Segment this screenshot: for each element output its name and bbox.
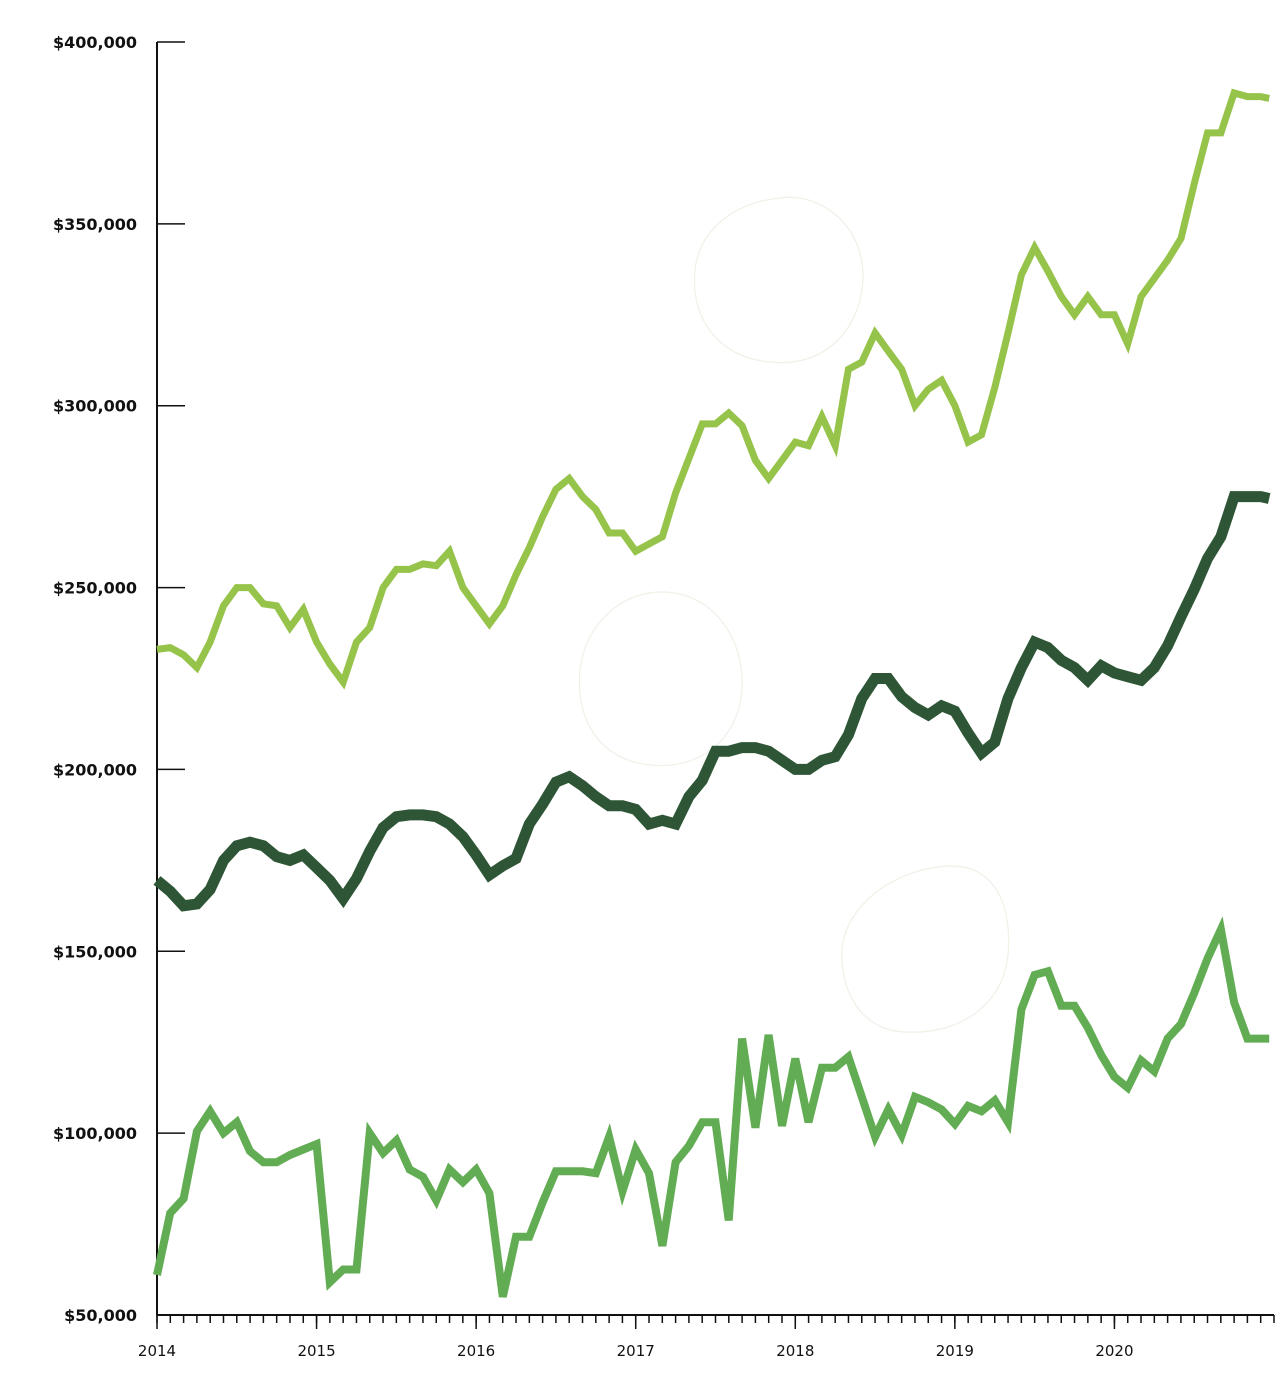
- decorative-blob: [842, 866, 1009, 1032]
- x-tick-label: 2015: [297, 1342, 335, 1360]
- decorative-blob: [694, 197, 863, 362]
- y-tick-label: $350,000: [53, 215, 137, 234]
- x-axis: 2014 2015 2016 2017 2018 2019 2020: [138, 1315, 1274, 1360]
- y-tick-label: $400,000: [53, 33, 137, 52]
- series-line-3: [157, 930, 1269, 1297]
- decorative-blob: [579, 592, 742, 766]
- y-tick-label: $200,000: [53, 760, 137, 779]
- y-axis: $50,000 $100,000 $150,000 $200,000 $250,000 $…: [53, 33, 185, 1325]
- x-tick-label: 2020: [1095, 1342, 1133, 1360]
- x-tick-label: 2019: [936, 1342, 974, 1360]
- x-tick-label: 2016: [457, 1342, 495, 1360]
- x-tick-label: 2018: [776, 1342, 814, 1360]
- y-tick-label: $100,000: [53, 1124, 137, 1143]
- y-tick-label: $250,000: [53, 579, 137, 598]
- x-tick-label: 2014: [138, 1342, 176, 1360]
- x-tick-label: 2017: [617, 1342, 655, 1360]
- y-tick-label: $150,000: [53, 942, 137, 961]
- series-line-1: [157, 93, 1269, 682]
- y-tick-label: $300,000: [53, 397, 137, 416]
- y-tick-label: $50,000: [64, 1306, 137, 1325]
